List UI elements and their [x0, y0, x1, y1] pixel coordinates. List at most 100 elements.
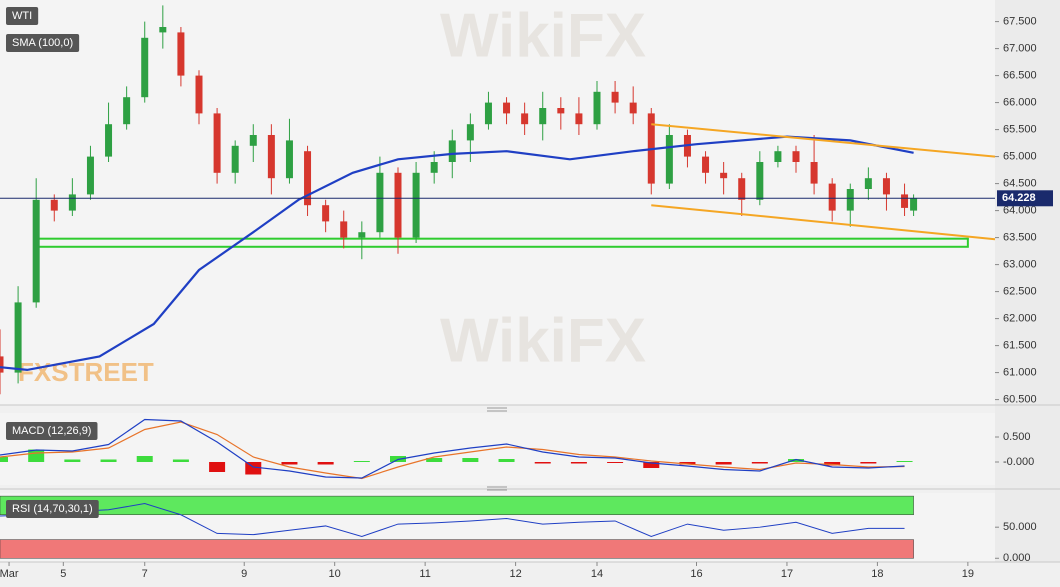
macd-histogram-bar — [860, 462, 877, 464]
candle-body — [105, 124, 113, 157]
macd-histogram-bar — [64, 459, 81, 462]
macd-histogram-bar — [534, 462, 551, 464]
candle-body — [665, 135, 673, 184]
candle-body — [593, 91, 601, 125]
price-axis — [995, 0, 1060, 562]
x-tick-label: 7 — [142, 568, 148, 580]
candle-body — [14, 302, 22, 373]
macd-histogram-bar — [136, 456, 153, 462]
candle-body — [702, 156, 710, 173]
x-tick-label: 16 — [690, 568, 702, 580]
candle-body — [466, 124, 474, 141]
panel-label: MACD (12,26,9) — [6, 422, 98, 440]
y-tick-label: 61.000 — [1003, 367, 1037, 379]
candle-body — [285, 140, 293, 179]
candle-body — [123, 97, 131, 125]
candle-body — [86, 156, 94, 195]
macd-histogram-bar — [643, 462, 660, 468]
macd-histogram-bar — [896, 461, 913, 462]
candle-body — [267, 135, 275, 179]
label-box — [6, 34, 80, 52]
candle-body — [828, 183, 836, 211]
x-tick-label: 9 — [241, 568, 247, 580]
sma-line — [0, 135, 914, 372]
y-tick-label: 0.500 — [1003, 431, 1031, 443]
candle-body — [448, 140, 456, 162]
y-tick-label: 66.000 — [1003, 97, 1037, 109]
candle-body — [864, 178, 872, 189]
macd-histogram-bar — [281, 462, 298, 465]
macd-histogram-bar — [100, 459, 117, 462]
candle-body — [575, 113, 583, 125]
macd-histogram-bar — [751, 462, 768, 464]
candle-body — [340, 221, 348, 238]
panel-label: SMA (100,0) — [6, 34, 80, 52]
x-tick-label: 12 — [509, 568, 521, 580]
y-tick-label: 61.500 — [1003, 340, 1037, 352]
panel-label: RSI (14,70,30,1) — [6, 500, 99, 518]
candle-body — [32, 199, 40, 303]
y-tick-label: 65.000 — [1003, 151, 1037, 163]
macd-histogram-bar — [498, 459, 515, 462]
y-tick-label: -0.000 — [1003, 456, 1034, 468]
x-tick-label: 10 — [329, 568, 341, 580]
candle-body — [358, 232, 366, 238]
candle-body — [882, 178, 890, 195]
candle-body — [322, 205, 330, 222]
candle-body — [213, 113, 221, 173]
macd-histogram-bar — [172, 459, 189, 462]
panel-title: SMA (100,0) — [12, 37, 73, 49]
rsi-line — [0, 503, 905, 538]
last-price-box — [997, 190, 1053, 207]
y-tick-label: 60.500 — [1003, 394, 1037, 406]
candle-body — [159, 27, 167, 33]
macd-line — [0, 418, 905, 479]
candle-body — [430, 162, 438, 173]
candle-body — [249, 135, 257, 146]
candle-body — [304, 151, 312, 206]
label-box — [6, 500, 99, 518]
macd-histogram-bar — [570, 462, 587, 464]
y-tick-label: 62.000 — [1003, 313, 1037, 325]
y-tick-label: 64.000 — [1003, 205, 1037, 217]
candle-body — [231, 145, 239, 173]
panel-title: WTI — [12, 10, 32, 22]
macd-histogram-bar — [426, 458, 443, 462]
watermark: WikiFX — [440, 306, 646, 375]
label-box — [6, 7, 39, 25]
x-tick-label: 18 — [871, 568, 883, 580]
candle-body — [611, 91, 619, 103]
macd-histogram-bar — [788, 459, 804, 462]
y-tick-label: 64.500 — [1003, 178, 1037, 190]
y-tick-label: 63.500 — [1003, 232, 1037, 244]
signal-line — [0, 421, 905, 480]
candle-body — [720, 172, 728, 179]
macd-histogram-bar — [824, 462, 841, 466]
watermark: FXSTREET — [18, 357, 154, 387]
resize-handle[interactable] — [487, 407, 507, 491]
y-tick-label: 0.000 — [1003, 552, 1031, 564]
candle-body — [68, 194, 76, 211]
macd-histogram-bar — [209, 462, 226, 472]
macd-histogram-bar — [462, 458, 479, 462]
candle-body — [394, 172, 402, 238]
candle-body — [774, 151, 782, 162]
macd-histogram-bar — [607, 462, 624, 463]
candle-body — [792, 151, 800, 162]
candle-body — [629, 102, 637, 114]
y-tick-label: 67.000 — [1003, 43, 1037, 55]
candle-body — [539, 108, 547, 125]
macd-histogram-bar — [317, 462, 334, 465]
candle-body — [521, 113, 529, 125]
candle-body — [376, 172, 384, 233]
y-tick-label: 63.000 — [1003, 259, 1037, 271]
x-tick-label: 19 — [962, 568, 974, 580]
y-tick-label: 62.500 — [1003, 286, 1037, 298]
candle-body — [195, 75, 203, 114]
macd-histogram-bar — [353, 461, 370, 462]
y-tick-label: 50.000 — [1003, 521, 1037, 533]
label-box — [6, 422, 98, 440]
rsi-band — [0, 495, 914, 516]
rsi-band — [0, 539, 914, 559]
